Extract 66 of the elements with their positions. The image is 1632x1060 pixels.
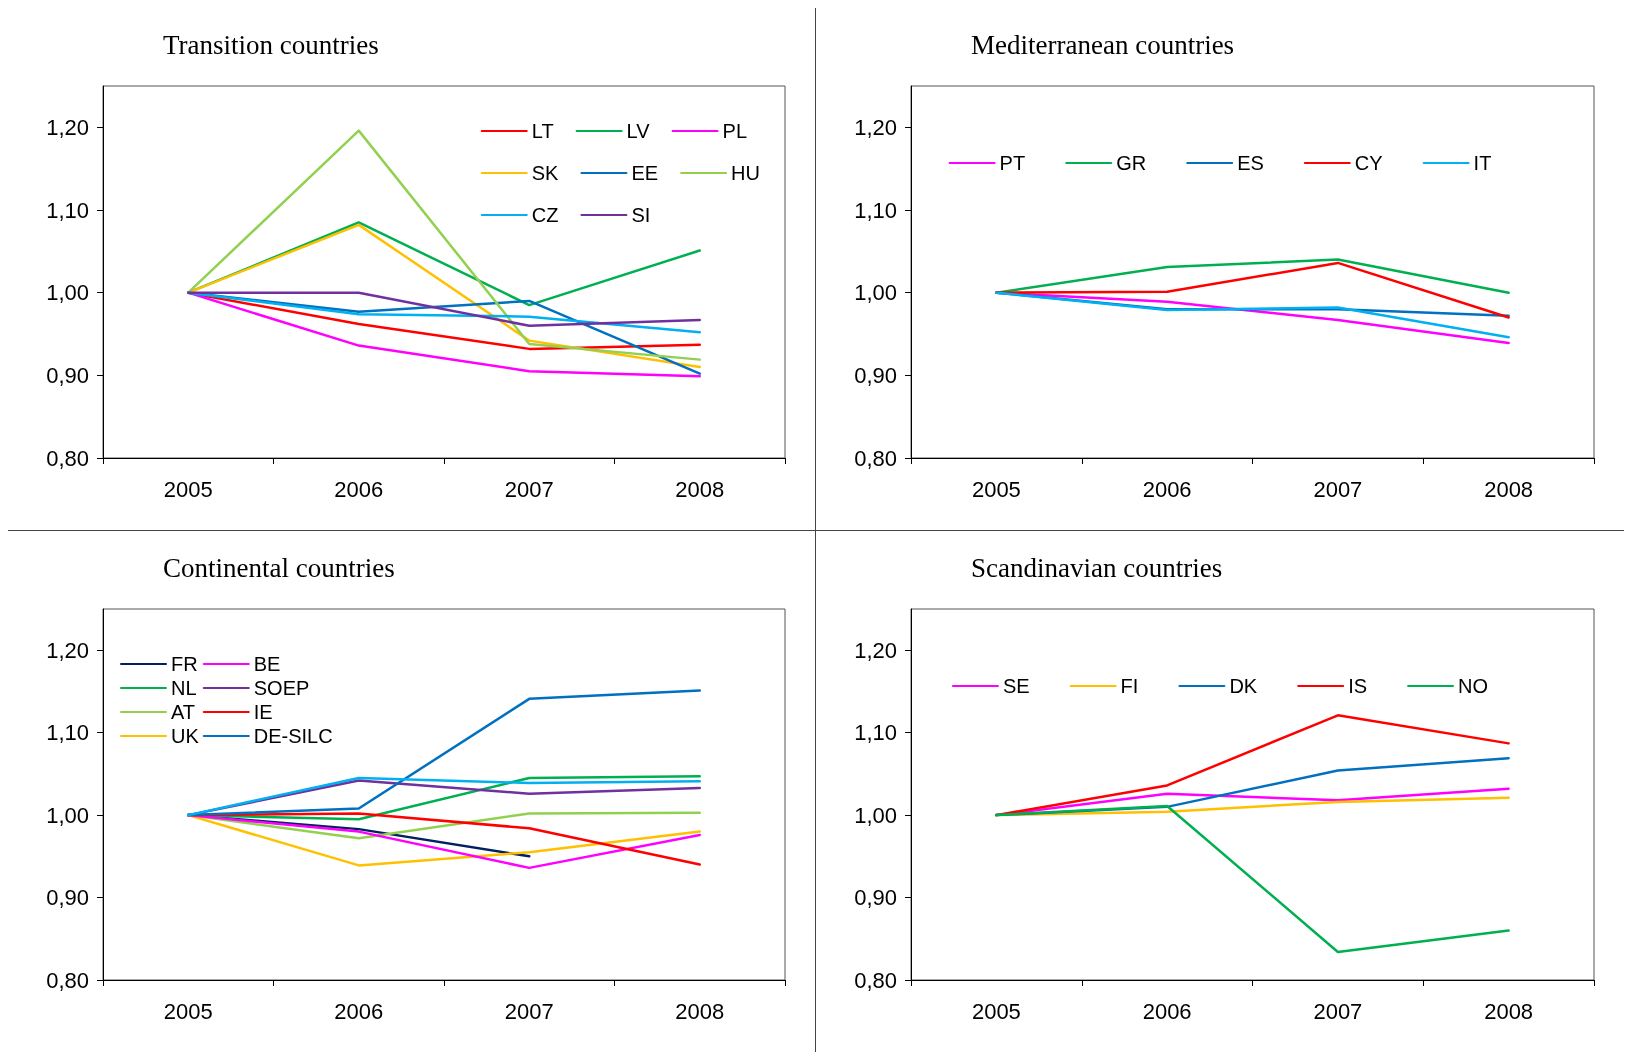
y-tick-label: 0,80 (46, 445, 89, 471)
x-tick-label: 2007 (1313, 476, 1363, 502)
x-tick-label: 2005 (971, 476, 1021, 502)
chart-title: Continental countries (163, 552, 395, 583)
x-tick-label: 2005 (163, 476, 213, 502)
y-tick-label: 0,80 (46, 967, 89, 993)
legend-label: BE (253, 653, 281, 675)
x-tick-label: 2008 (1484, 998, 1534, 1024)
x-tick-label: 2007 (504, 998, 554, 1024)
x-tick-label: 2006 (334, 476, 384, 502)
y-tick-label: 1,10 (854, 197, 897, 223)
y-tick-label: 1,10 (46, 720, 89, 746)
legend-label: CY (1354, 152, 1383, 174)
x-tick-label: 2006 (1142, 476, 1192, 502)
y-tick-label: 1,00 (46, 280, 89, 306)
y-tick-label: 0,90 (854, 885, 897, 911)
legend-label: ES (1237, 152, 1264, 174)
chart-title: Transition countries (163, 29, 379, 60)
legend-label: NO (1458, 675, 1489, 697)
legend-label: AT (171, 701, 196, 723)
x-tick-label: 2008 (675, 476, 725, 502)
x-tick-label: 2006 (334, 998, 384, 1024)
chart-title: Scandinavian countries (971, 552, 1223, 583)
x-tick-label: 2007 (1313, 998, 1363, 1024)
y-tick-label: 1,00 (854, 802, 897, 828)
x-tick-label: 2008 (1484, 476, 1534, 502)
x-tick-label: 2005 (971, 998, 1021, 1024)
x-tick-label: 2007 (504, 476, 554, 502)
y-tick-label: 0,90 (46, 362, 89, 388)
y-tick-label: 1,20 (854, 637, 897, 663)
y-tick-label: 1,10 (46, 197, 89, 223)
y-tick-label: 1,20 (46, 114, 89, 140)
y-tick-label: 0,80 (854, 967, 897, 993)
y-tick-label: 0,90 (46, 885, 89, 911)
legend-label: DK (1229, 675, 1258, 697)
legend-label: CZ (531, 204, 559, 226)
y-tick-label: 1,10 (854, 720, 897, 746)
legend-label: LV (626, 120, 651, 142)
legend-label: UK (171, 725, 200, 747)
legend-label: FR (171, 653, 198, 675)
legend-label: GR (1116, 152, 1147, 174)
legend-label: SE (1002, 675, 1030, 697)
y-tick-label: 1,20 (854, 114, 897, 140)
x-tick-label: 2005 (163, 998, 213, 1024)
y-tick-label: 1,00 (46, 802, 89, 828)
legend-label: PT (999, 152, 1026, 174)
y-tick-label: 0,80 (854, 445, 897, 471)
legend-label: LT (531, 120, 554, 142)
legend-label: DE-SILC (253, 725, 333, 747)
legend-label: NL (171, 677, 197, 699)
legend-label: IT (1473, 152, 1492, 174)
legend-label: SK (531, 162, 560, 184)
legend-label: IS (1348, 675, 1368, 697)
legend-label: EE (631, 162, 659, 184)
chart-title: Mediterranean countries (971, 29, 1235, 60)
legend-label: FI (1120, 675, 1139, 697)
legend-label: HU (731, 162, 760, 184)
x-tick-label: 2008 (675, 998, 725, 1024)
legend-label: SI (631, 204, 651, 226)
y-tick-label: 0,90 (854, 362, 897, 388)
legend-label: SOEP (253, 677, 310, 699)
legend-label: PL (722, 120, 748, 142)
legend-label: IE (253, 701, 273, 723)
y-tick-label: 1,20 (46, 637, 89, 663)
y-tick-label: 1,00 (854, 280, 897, 306)
x-tick-label: 2006 (1142, 998, 1192, 1024)
